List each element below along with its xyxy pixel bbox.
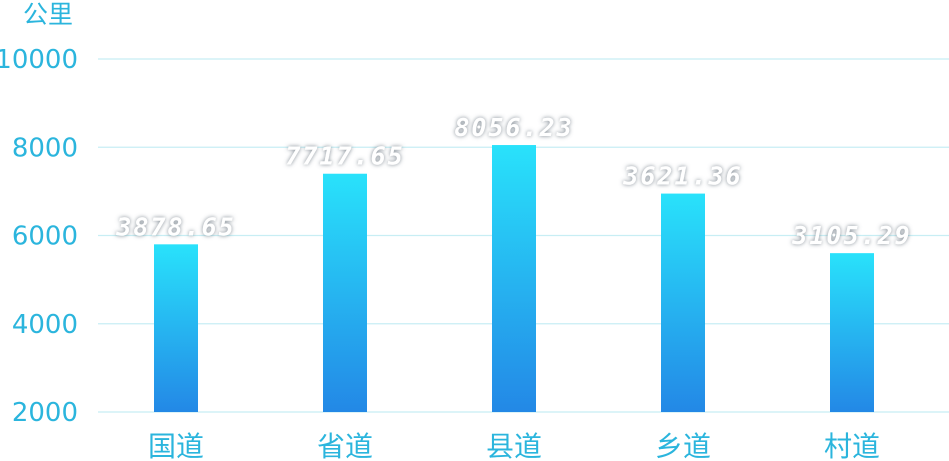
bar-data-label: 3105.29	[791, 221, 911, 250]
bar-data-label: 8056.23	[454, 113, 573, 142]
data-labels: 3878.65 7717.65 8056.23 3621.36 3105.29	[115, 113, 911, 250]
bars	[154, 145, 874, 412]
bar	[492, 145, 536, 412]
y-tick-label: 10000	[0, 45, 78, 75]
bar	[154, 244, 198, 412]
y-tick-label: 2000	[12, 398, 78, 428]
bar	[661, 193, 705, 412]
y-tick-label: 8000	[12, 133, 78, 163]
x-axis-labels: 国道 省道 县道 乡道 村道	[148, 430, 880, 461]
x-tick-label: 国道	[148, 430, 204, 461]
x-tick-label: 县道	[486, 430, 542, 461]
bar	[323, 173, 367, 412]
y-axis-ticks: 2000 4000 6000 8000 10000	[0, 45, 78, 428]
y-axis-unit-label: 公里	[23, 0, 73, 29]
x-tick-label: 省道	[317, 430, 373, 461]
y-tick-label: 6000	[12, 222, 78, 252]
bar-data-label: 7717.65	[285, 142, 404, 171]
x-tick-label: 村道	[824, 430, 880, 461]
bar	[830, 253, 874, 412]
bar-data-label: 3878.65	[115, 212, 235, 241]
x-tick-label: 乡道	[655, 430, 711, 461]
bar-data-label: 3621.36	[622, 162, 742, 191]
y-tick-label: 4000	[12, 310, 78, 340]
